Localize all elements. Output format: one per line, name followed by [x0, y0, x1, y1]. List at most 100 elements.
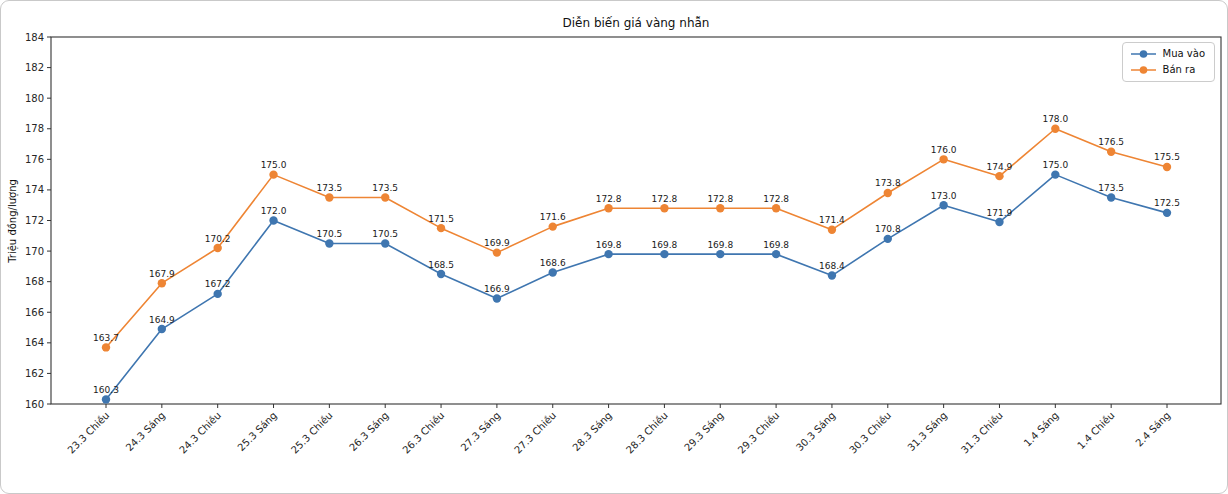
data-point-marker — [325, 193, 333, 201]
data-point-label: 176.0 — [931, 145, 957, 155]
data-point-label: 166.9 — [484, 284, 510, 294]
legend-label-buy: Mua vào — [1163, 48, 1205, 60]
data-point-label: 171.4 — [819, 215, 845, 225]
data-point-label: 175.0 — [1042, 160, 1068, 170]
y-tick-label: 174 — [25, 184, 44, 195]
data-point-label: 172.5 — [1154, 198, 1180, 208]
x-tick-label: 2.4 Sáng — [1133, 410, 1172, 449]
x-tick-label: 29.3 Chiều — [736, 410, 782, 456]
data-point-label: 175.5 — [1154, 152, 1180, 162]
data-point-marker — [269, 216, 277, 224]
legend-item-ban-ra: Bán ra — [1130, 64, 1205, 76]
x-tick-label: 31.3 Chiều — [959, 410, 1005, 456]
data-point-label: 173.8 — [875, 178, 901, 188]
data-point-label: 172.8 — [763, 194, 789, 204]
x-tick-label: 1.4 Chiều — [1075, 410, 1116, 451]
y-tick-label: 164 — [25, 337, 44, 348]
y-tick-label: 184 — [25, 32, 44, 43]
data-point-marker — [437, 270, 445, 278]
data-point-marker — [939, 155, 947, 163]
data-point-label: 167.9 — [149, 269, 175, 279]
data-point-marker — [269, 170, 277, 178]
data-point-label: 176.5 — [1098, 137, 1124, 147]
data-point-label: 170.2 — [205, 234, 231, 244]
data-point-marker — [493, 294, 501, 302]
data-point-marker — [1051, 170, 1059, 178]
data-point-label: 171.6 — [540, 212, 566, 222]
data-point-marker — [102, 395, 110, 403]
data-point-label: 168.4 — [819, 261, 845, 271]
data-point-label: 170.5 — [316, 229, 342, 239]
y-tick-label: 178 — [25, 123, 44, 134]
x-tick-label: 31.3 Sáng — [905, 410, 949, 454]
data-point-marker — [828, 225, 836, 233]
y-tick-label: 168 — [25, 276, 44, 287]
data-point-label: 170.5 — [372, 229, 398, 239]
data-point-label: 175.0 — [261, 160, 287, 170]
data-point-marker — [604, 204, 612, 212]
gold-price-line-chart: Diễn biến giá vàng nhẫn Triệu đồng/lượng… — [1, 1, 1228, 494]
data-point-label: 163.7 — [93, 333, 119, 343]
data-point-marker — [995, 218, 1003, 226]
data-point-marker — [939, 201, 947, 209]
x-tick-label: 27.3 Chiều — [512, 410, 558, 456]
y-axis-label: Triệu đồng/lượng — [7, 179, 19, 264]
x-tick-label: 28.3 Chiều — [624, 410, 670, 456]
data-point-marker — [828, 271, 836, 279]
data-point-marker — [604, 250, 612, 258]
data-point-marker — [1051, 125, 1059, 133]
legend-label-sell: Bán ra — [1163, 64, 1196, 76]
data-point-label: 173.5 — [1098, 183, 1124, 193]
data-point-label: 169.8 — [707, 240, 733, 250]
data-point-marker — [716, 204, 724, 212]
x-tick-label: 30.3 Chiều — [847, 410, 893, 456]
data-point-label: 172.8 — [707, 194, 733, 204]
data-point-label: 172.0 — [261, 206, 287, 216]
data-point-marker — [102, 343, 110, 351]
data-point-marker — [1107, 193, 1115, 201]
y-tick-label: 176 — [25, 154, 44, 165]
legend-item-mua-vao: Mua vào — [1130, 48, 1205, 60]
y-tick-label: 172 — [25, 215, 44, 226]
chart-title: Diễn biến giá vàng nhẫn — [563, 16, 710, 30]
data-point-marker — [1107, 147, 1115, 155]
line-marker-swatch-buy-icon — [1130, 48, 1157, 60]
x-tick-label: 1.4 Sáng — [1022, 410, 1061, 449]
data-point-marker — [158, 279, 166, 287]
legend: Mua vào Bán ra — [1122, 42, 1215, 82]
line-marker-swatch-sell-icon — [1130, 64, 1157, 76]
data-point-label: 173.5 — [372, 183, 398, 193]
data-point-marker — [772, 204, 780, 212]
data-point-label: 170.8 — [875, 224, 901, 234]
data-point-label: 172.8 — [596, 194, 622, 204]
data-point-marker — [437, 224, 445, 232]
data-point-label: 168.5 — [428, 260, 454, 270]
data-point-label: 174.9 — [987, 162, 1013, 172]
data-point-marker — [493, 248, 501, 256]
data-point-marker — [549, 222, 557, 230]
data-point-label: 173.0 — [931, 191, 957, 201]
data-point-marker — [995, 172, 1003, 180]
chart-figure-card: Diễn biến giá vàng nhẫn Triệu đồng/lượng… — [0, 0, 1228, 494]
data-point-label: 167.2 — [205, 279, 231, 289]
data-point-marker — [716, 250, 724, 258]
y-tick-label: 166 — [25, 307, 44, 318]
x-tick-label: 23.3 Chiều — [65, 410, 111, 456]
x-tick-label: 29.3 Sáng — [682, 410, 726, 454]
data-point-marker — [213, 290, 221, 298]
plot-border — [51, 37, 1221, 404]
x-tick-label: 25.3 Chiều — [289, 410, 335, 456]
plot-area: 1601621641661681701721741761781801821842… — [25, 32, 1221, 456]
data-point-label: 169.8 — [652, 240, 678, 250]
x-tick-label: 24.3 Sáng — [124, 410, 168, 454]
x-tick-label: 27.3 Sáng — [459, 410, 503, 454]
y-tick-label: 162 — [25, 368, 44, 379]
data-point-label: 172.8 — [652, 194, 678, 204]
data-point-marker — [1163, 163, 1171, 171]
data-point-label: 169.9 — [484, 238, 510, 248]
data-point-marker — [660, 204, 668, 212]
data-point-marker — [158, 325, 166, 333]
data-point-marker — [381, 239, 389, 247]
y-tick-label: 182 — [25, 62, 44, 73]
data-point-label: 169.8 — [763, 240, 789, 250]
